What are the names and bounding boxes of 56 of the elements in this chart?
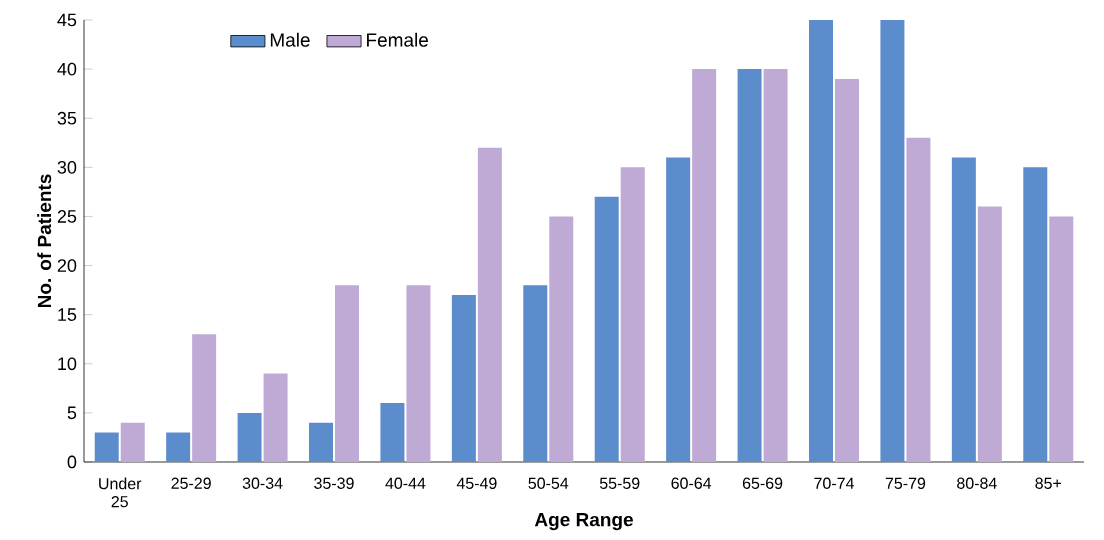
bar — [809, 20, 833, 462]
x-tick-label: 40-44 — [385, 477, 426, 489]
legend-label: Female — [367, 32, 428, 47]
bar — [263, 373, 288, 462]
bar — [380, 403, 405, 462]
y-tick-label: 25 — [57, 210, 77, 223]
x-tick-label: 35-39 — [314, 477, 354, 489]
bar — [406, 285, 431, 462]
bar — [906, 137, 931, 462]
bar — [763, 69, 788, 462]
bar — [451, 295, 476, 462]
x-tick-label: 70-74 — [814, 477, 854, 489]
y-tick-label: 35 — [57, 111, 77, 125]
bar — [880, 20, 905, 462]
y-tick-label: 30 — [57, 160, 77, 174]
y-tick-label: 40 — [57, 62, 77, 76]
bar — [94, 432, 119, 462]
y-axis-title: No. of Patients — [37, 174, 52, 308]
bar — [594, 196, 619, 462]
x-tick-label: Under 25 — [99, 477, 142, 508]
x-tick-label: 80-84 — [957, 477, 997, 489]
x-tick-label: 25-29 — [171, 477, 211, 489]
bar — [549, 216, 574, 462]
x-tick-label: 60-64 — [671, 477, 712, 489]
y-tick-label: 20 — [57, 259, 77, 272]
bar — [835, 78, 859, 462]
bar — [166, 432, 191, 462]
bar — [977, 206, 1002, 462]
bar — [1023, 167, 1048, 462]
x-tick-label: 75-79 — [885, 477, 926, 489]
y-tick-label: 10 — [58, 357, 77, 371]
bar — [335, 285, 360, 462]
legend-label: Male — [270, 32, 310, 47]
y-tick-label: 15 — [58, 308, 77, 321]
bar — [692, 69, 717, 462]
x-axis-title: Age Range — [534, 513, 633, 531]
bar — [477, 147, 502, 462]
bar — [1049, 216, 1074, 462]
bar — [620, 167, 645, 462]
bar — [192, 334, 217, 462]
bar — [120, 422, 145, 462]
bar — [309, 422, 333, 462]
x-tick-label: 85+ — [1035, 477, 1062, 489]
x-tick-label: 55-59 — [599, 477, 640, 489]
bar — [737, 69, 762, 462]
x-tick-label: 50-54 — [528, 477, 569, 489]
y-tick-label: 5 — [67, 406, 77, 420]
bar — [523, 285, 548, 462]
bar — [237, 412, 262, 462]
bar — [951, 157, 976, 462]
bar — [666, 157, 691, 462]
x-tick-label: 30-34 — [242, 477, 283, 489]
x-tick-label: 45-49 — [456, 477, 497, 489]
y-tick-label: 45 — [57, 13, 77, 27]
y-tick-label: 0 — [67, 455, 77, 469]
x-tick-label: 65-69 — [742, 477, 783, 489]
